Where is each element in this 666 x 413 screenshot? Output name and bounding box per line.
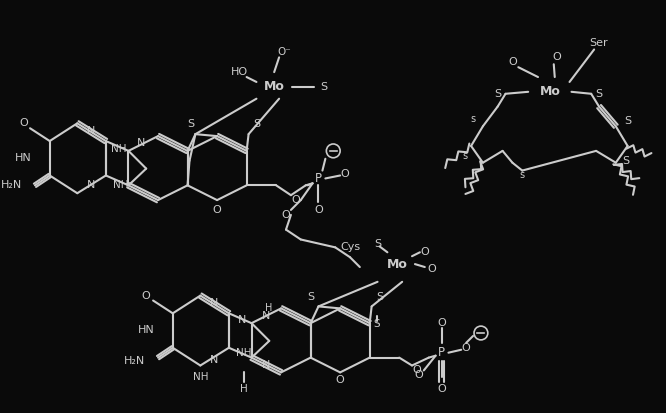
Text: O: O [414,370,424,380]
Text: O: O [428,264,436,274]
Text: H₂N: H₂N [124,356,145,366]
Text: NH: NH [113,180,129,190]
Text: NH: NH [192,372,208,382]
Text: N: N [262,361,270,370]
Text: N: N [87,180,95,190]
Text: O⁻: O⁻ [277,47,291,57]
Text: Mo: Mo [539,85,560,98]
Text: s: s [470,114,476,124]
Text: O: O [336,375,344,385]
Text: O: O [292,195,300,205]
Text: S: S [373,319,380,329]
Text: N: N [210,355,218,365]
Text: Cys: Cys [340,242,360,252]
Text: O: O [314,205,323,215]
Text: NH: NH [236,348,251,358]
Text: O: O [420,247,429,257]
Text: H: H [264,304,272,313]
Text: O: O [462,343,470,353]
Text: S: S [595,89,603,99]
Text: S: S [320,82,327,92]
Text: S: S [374,240,381,249]
Text: Mo: Mo [387,258,408,271]
Text: O: O [341,169,350,178]
Text: N: N [87,126,95,136]
Text: N: N [238,315,246,325]
Text: HO: HO [231,67,248,77]
Text: S: S [494,89,501,99]
Text: N: N [137,138,145,148]
Text: O: O [508,57,517,67]
Text: O: O [142,291,151,301]
Text: Mo: Mo [264,81,284,93]
Text: S: S [307,292,314,301]
Text: P: P [438,346,445,359]
Text: HN: HN [15,153,32,163]
Text: S: S [253,119,260,129]
Text: Ser: Ser [590,38,608,47]
Text: O: O [437,384,446,394]
Text: s: s [463,151,468,161]
Text: O: O [282,210,290,220]
Text: H₂N: H₂N [1,180,22,190]
Text: O: O [212,205,222,215]
Text: S: S [187,119,194,129]
Text: NH: NH [111,144,127,154]
Text: P: P [315,172,322,185]
Text: HN: HN [139,325,155,335]
Text: N: N [262,311,270,321]
Text: H: H [240,384,248,394]
Text: s: s [519,171,525,180]
Text: S: S [376,292,383,301]
Text: N: N [210,299,218,309]
Text: S: S [624,116,631,126]
Text: O: O [437,318,446,328]
Text: O: O [412,366,422,375]
Text: S: S [622,156,629,166]
Text: O: O [552,52,561,62]
Text: O: O [20,118,29,128]
